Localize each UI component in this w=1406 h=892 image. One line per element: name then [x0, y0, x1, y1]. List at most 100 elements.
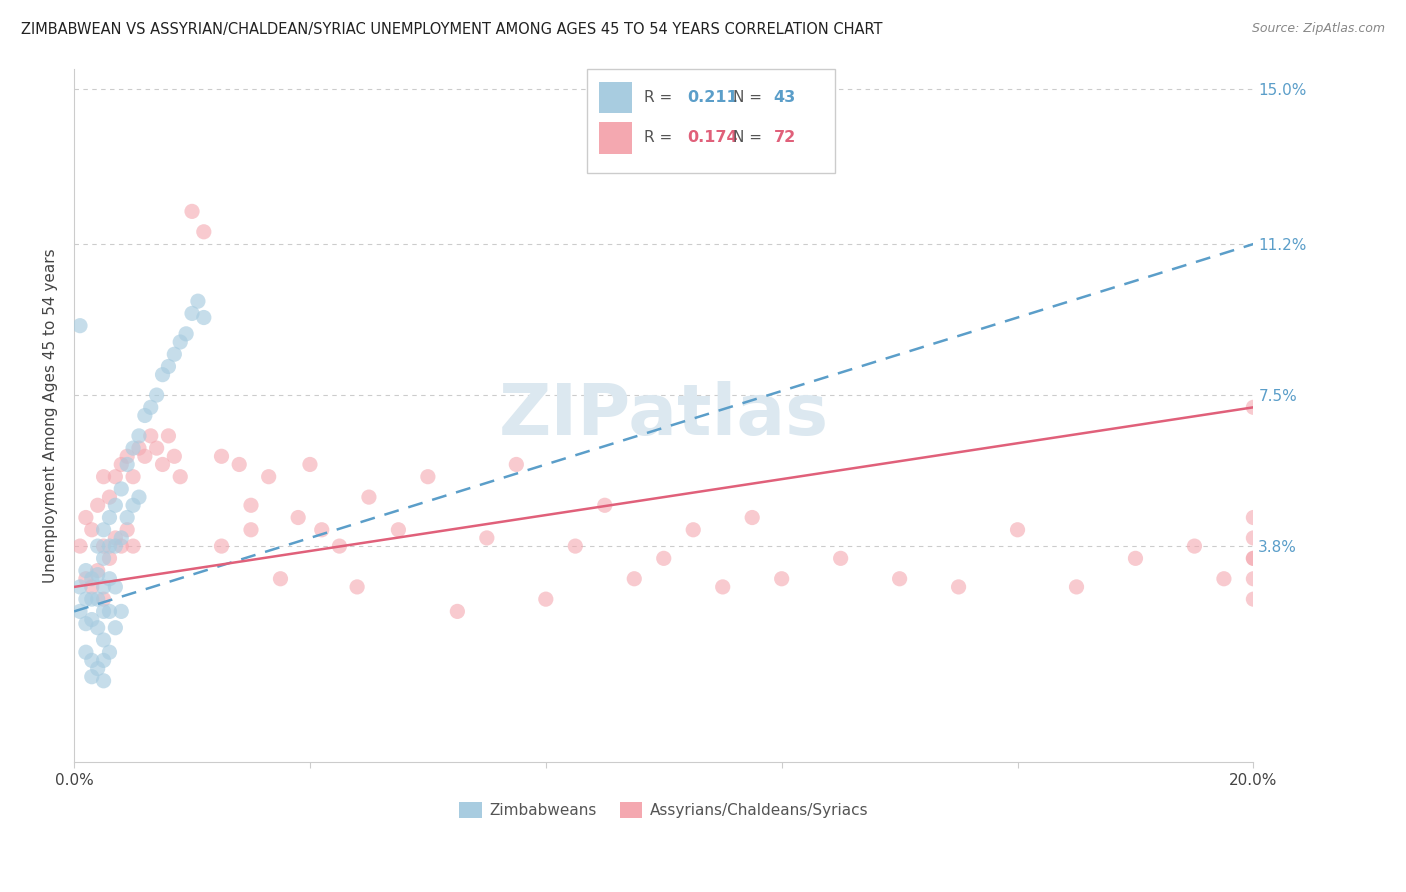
Point: [98, 645, 121, 659]
Point: [93, 632, 115, 647]
Point: [1241, 572, 1264, 586]
Point: [93, 653, 115, 667]
Point: [98, 510, 121, 524]
Point: [169, 469, 191, 483]
Point: [75, 564, 97, 578]
Point: [157, 429, 180, 443]
Point: [75, 645, 97, 659]
Point: [93, 580, 115, 594]
Point: [75, 572, 97, 586]
Point: [122, 441, 145, 455]
Point: [80, 580, 103, 594]
Point: [75, 616, 97, 631]
Point: [104, 498, 127, 512]
Point: [534, 592, 557, 607]
Point: [104, 621, 127, 635]
Point: [98, 539, 121, 553]
Point: [174, 326, 197, 341]
Point: [110, 482, 132, 496]
Point: [187, 294, 209, 309]
Point: [346, 580, 368, 594]
Text: 43: 43: [773, 90, 796, 105]
Point: [741, 510, 763, 524]
Point: [93, 551, 115, 566]
Point: [475, 531, 498, 545]
Text: 0.211: 0.211: [688, 90, 738, 105]
Point: [93, 673, 115, 688]
Point: [169, 334, 191, 349]
Bar: [588, 69, 835, 173]
Point: [623, 572, 645, 586]
Point: [1007, 523, 1029, 537]
Point: [128, 441, 150, 455]
Point: [110, 458, 132, 472]
Point: [115, 523, 138, 537]
Point: [1241, 592, 1264, 607]
Point: [298, 458, 321, 472]
Point: [152, 458, 174, 472]
Point: [211, 539, 233, 553]
Point: [1212, 572, 1234, 586]
Point: [357, 490, 380, 504]
Point: [110, 531, 132, 545]
Point: [1184, 539, 1206, 553]
Point: [682, 523, 704, 537]
Text: 0.174: 0.174: [688, 130, 738, 145]
Point: [948, 580, 970, 594]
Point: [311, 523, 333, 537]
Point: [1241, 510, 1264, 524]
Point: [1241, 551, 1264, 566]
Point: [287, 510, 309, 524]
Point: [104, 539, 127, 553]
Point: [80, 653, 103, 667]
Point: [80, 670, 103, 684]
Point: [75, 510, 97, 524]
Point: [75, 592, 97, 607]
Legend: Zimbabweans, Assyrians/Chaldeans/Syriacs: Zimbabweans, Assyrians/Chaldeans/Syriacs: [453, 796, 875, 824]
Text: ZIMBABWEAN VS ASSYRIAN/CHALDEAN/SYRIAC UNEMPLOYMENT AMONG AGES 45 TO 54 YEARS CO: ZIMBABWEAN VS ASSYRIAN/CHALDEAN/SYRIAC U…: [21, 22, 883, 37]
Point: [257, 469, 280, 483]
Y-axis label: Unemployment Among Ages 45 to 54 years: Unemployment Among Ages 45 to 54 years: [44, 248, 58, 582]
Point: [115, 450, 138, 464]
Point: [98, 572, 121, 586]
Bar: [599, 82, 631, 113]
Point: [86, 564, 108, 578]
Point: [505, 458, 527, 472]
Point: [69, 580, 91, 594]
Point: [211, 450, 233, 464]
Text: N =: N =: [734, 130, 768, 145]
Point: [240, 498, 263, 512]
Point: [240, 523, 263, 537]
Point: [80, 572, 103, 586]
Point: [770, 572, 793, 586]
Point: [387, 523, 409, 537]
Point: [446, 604, 468, 618]
Point: [1241, 551, 1264, 566]
Point: [889, 572, 911, 586]
Point: [1125, 551, 1147, 566]
Point: [134, 450, 156, 464]
Text: R =: R =: [644, 90, 676, 105]
Point: [98, 490, 121, 504]
Point: [139, 429, 162, 443]
Point: [104, 580, 127, 594]
Point: [193, 225, 215, 239]
Point: [122, 498, 145, 512]
Point: [80, 592, 103, 607]
Point: [564, 539, 586, 553]
Point: [228, 458, 250, 472]
Point: [86, 621, 108, 635]
Point: [93, 604, 115, 618]
Point: [711, 580, 734, 594]
Point: [110, 539, 132, 553]
Point: [86, 498, 108, 512]
Point: [86, 661, 108, 675]
Point: [145, 441, 167, 455]
Point: [104, 531, 127, 545]
Point: [69, 539, 91, 553]
Point: [139, 401, 162, 415]
Text: R =: R =: [644, 130, 676, 145]
Point: [86, 539, 108, 553]
Point: [163, 450, 186, 464]
Point: [152, 368, 174, 382]
